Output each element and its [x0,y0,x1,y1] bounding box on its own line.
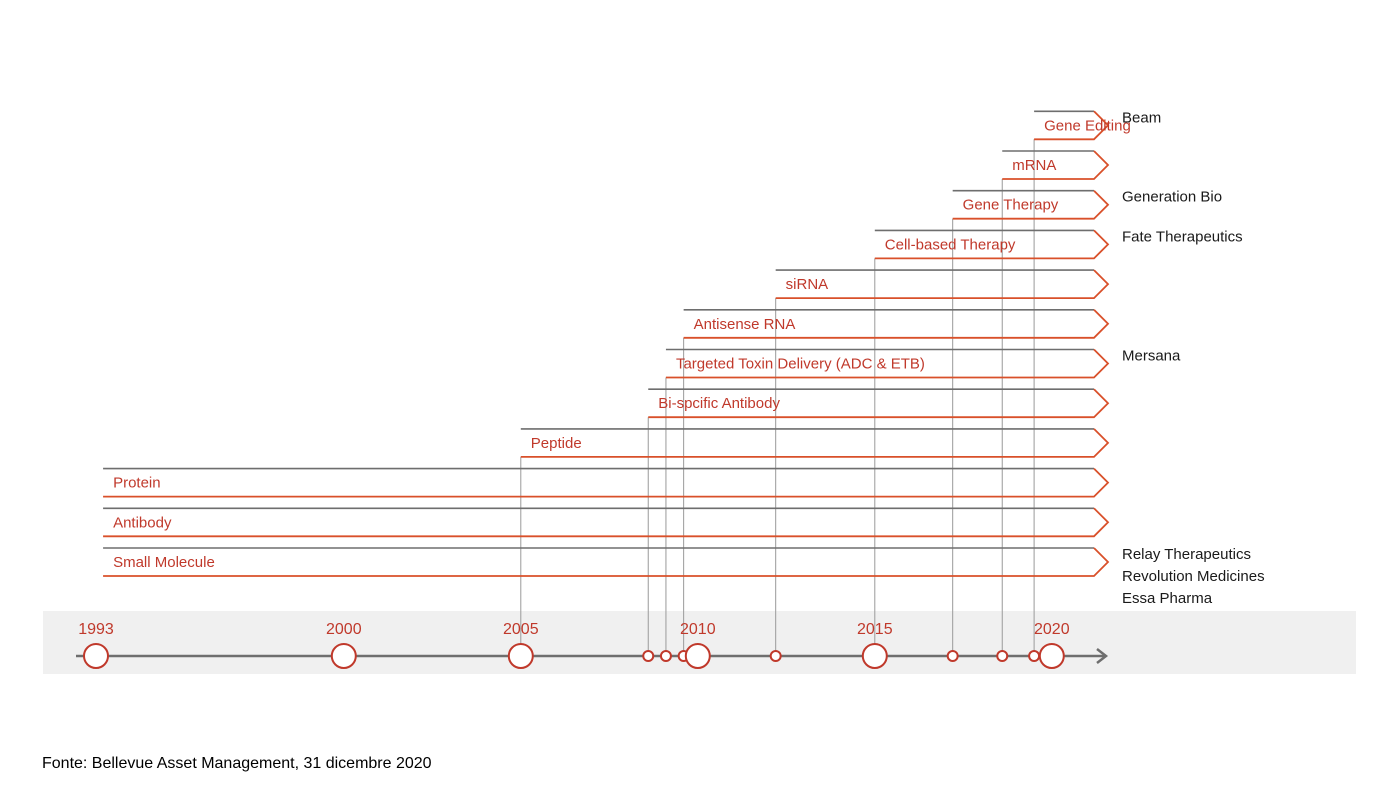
tech-label-gene-editing: Gene Editing [1044,117,1131,134]
tech-label-bi-spcific-antibody: Bi-spcific Antibody [658,395,780,412]
company-label-beam: Beam [1122,109,1161,126]
year-label-2015: 2015 [857,621,893,638]
company-label-revolution-medicines: Revolution Medicines [1122,568,1265,585]
arrow-mrna [1002,150,1110,180]
arrow-protein [103,467,1110,498]
axis-arrowhead [1096,648,1109,664]
source-note: Fonte: Bellevue Asset Management, 31 dic… [42,755,432,772]
milestone-marker-2010 [684,643,711,669]
tech-label-gene-therapy: Gene Therapy [963,197,1059,214]
milestone-marker-1993 [83,643,109,669]
event-marker [1028,650,1041,662]
milestone-marker-2005 [507,643,534,669]
tech-label-protein: Protein [113,475,161,492]
arrow-gene-therapy [952,190,1110,220]
event-marker [996,650,1009,662]
arrow-cell-based-therapy [874,229,1110,260]
tech-label-peptide: Peptide [531,435,582,452]
arrow-peptide [520,428,1110,458]
arrow-sirna [775,269,1110,300]
event-marker [659,650,672,662]
company-label-generation-bio: Generation Bio [1122,189,1222,206]
event-marker [946,650,959,662]
tech-label-targeted-toxin-delivery-adc-etb: Targeted Toxin Delivery (ADC & ETB) [676,356,925,373]
company-label-relay-therapeutics: Relay Therapeutics [1122,546,1251,563]
arrow-antisense-rna [683,309,1110,339]
company-label-mersana: Mersana [1122,348,1181,365]
arrow-targeted-toxin-delivery-adc-etb [665,348,1110,379]
tech-label-small-molecule: Small Molecule [113,554,215,571]
arrow-antibody [103,507,1110,538]
tech-label-sirna: siRNA [786,276,829,293]
tech-label-cell-based-therapy: Cell-based Therapy [885,236,1016,253]
company-label-fate-therapeutics: Fate Therapeutics [1122,228,1243,245]
milestone-marker-2020 [1038,643,1065,669]
milestone-marker-2000 [330,643,357,669]
tech-label-antibody: Antibody [113,514,172,531]
company-label-essa-pharma: Essa Pharma [1122,590,1213,607]
year-label-2020: 2020 [1034,621,1070,638]
arrow-small-molecule [103,547,1110,577]
event-marker [642,650,655,662]
arrow-gene-editing [1034,110,1110,141]
year-label-2010: 2010 [680,621,716,638]
arrow-bi-spcific-antibody [648,388,1110,419]
year-label-2000: 2000 [326,621,362,638]
year-label-1993: 1993 [78,621,114,638]
event-marker [769,650,782,662]
milestone-marker-2015 [861,643,888,669]
tech-label-mrna: mRNA [1012,157,1056,174]
year-label-2005: 2005 [503,621,539,638]
tech-label-antisense-rna: Antisense RNA [694,316,796,333]
